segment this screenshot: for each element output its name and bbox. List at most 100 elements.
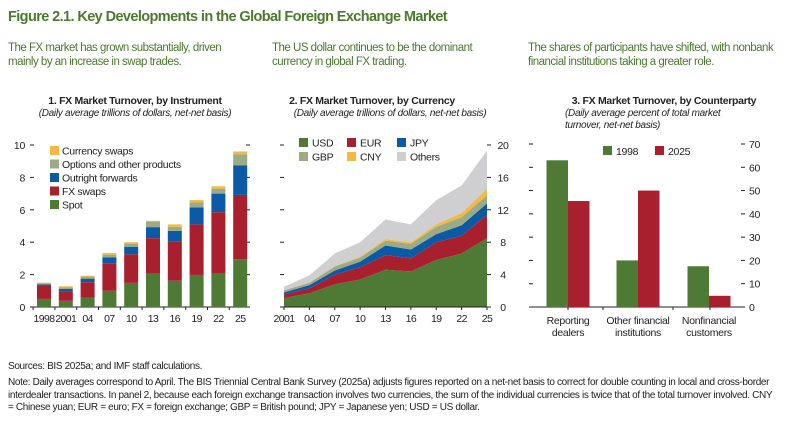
panel1-legend-swatch <box>50 146 59 155</box>
panel2-ytick-label: 16 <box>497 172 509 184</box>
panel1-ytick-label: 6 <box>19 205 25 217</box>
panel1-ytick-label: 10 <box>14 140 26 152</box>
panel1-bar-fx-swaps <box>189 224 204 275</box>
panel1-bar-outright-forwards <box>58 289 73 292</box>
panel2-xtick-label: 04 <box>304 313 315 325</box>
panel1-bar-fx-swaps <box>233 194 248 260</box>
note: Note: Daily averages correspond to April… <box>8 377 772 413</box>
panel1-bar-spot <box>233 259 248 307</box>
figure-title: Figure 2.1. Key Developments in the Glob… <box>8 9 448 25</box>
panel2-legend-label: Others <box>410 152 440 164</box>
panel3-category-label-line1: Reporting <box>547 315 590 327</box>
panel1-bar-fx-swaps <box>80 282 95 298</box>
panel2-ytick-label: 0 <box>500 302 506 314</box>
panel1-bar-spot <box>102 290 117 307</box>
panel1-xtick-label: 10 <box>126 313 137 325</box>
panel1-legend-label: Outright forwards <box>62 173 137 185</box>
panel1-legend-label: Options and other products <box>62 159 181 171</box>
panel1-legend-label: Spot <box>62 200 83 212</box>
panel3-bar-1998 <box>616 260 638 307</box>
panel3-ytick-label: 10 <box>749 279 761 291</box>
panel3-description: The shares of participants have shifted,… <box>528 42 774 68</box>
panel1-legend-swatch <box>50 200 59 209</box>
panel1-bar-options-and-other-products <box>211 188 226 194</box>
panel1-bar-spot <box>146 273 160 307</box>
panel1-bar-outright-forwards <box>146 227 160 239</box>
panel2-xtick-label: 10 <box>355 313 366 325</box>
panel3-legend-swatch <box>655 146 664 155</box>
panel2-legend-label: JPY <box>410 138 429 150</box>
panel1-bar-options-and-other-products <box>189 202 204 208</box>
panel3-bar-2025 <box>709 295 731 307</box>
panel3-bar-1998 <box>546 160 568 307</box>
panel1-bar-currency-swaps <box>58 286 73 288</box>
panel3-legend-label: 1998 <box>616 146 639 158</box>
panel1-xtick-label: 16 <box>170 313 181 325</box>
panel2-xtick-label: 2001 <box>274 313 296 325</box>
panel3-subtitle-line2: turnover, net-net basis) <box>565 120 660 131</box>
panel2-legend-swatch <box>397 152 406 161</box>
panel3-legend-swatch <box>603 146 612 155</box>
panel1-bar-spot <box>80 297 95 307</box>
panel1-bar-options-and-other-products <box>37 283 51 285</box>
panel2-legend-label: USD <box>312 138 334 150</box>
panel2-area-usd <box>284 238 487 307</box>
panel2-xtick-label: 19 <box>431 313 442 325</box>
panel3-category-label-line1: Nonfinancial <box>682 315 736 327</box>
panel2-ytick-label: 8 <box>500 237 506 249</box>
panel2-ytick-label: 20 <box>497 140 509 152</box>
panel2-legend-label: CNY <box>360 152 382 164</box>
panel1-bar-outright-forwards <box>211 193 226 213</box>
panel1-legend-label: FX swaps <box>62 186 106 198</box>
panel2-legend-swatch <box>347 138 356 147</box>
panel2-legend-label: EUR <box>360 138 382 150</box>
panel1-bar-options-and-other-products <box>233 154 248 166</box>
panel1-bar-fx-swaps <box>102 263 117 291</box>
panel1-xtick-label: 1998 <box>34 313 56 325</box>
panel3-ytick-label: 50 <box>749 186 761 198</box>
panel1-bar-options-and-other-products <box>146 221 160 228</box>
panel1-xtick-label: 22 <box>213 313 224 325</box>
panel1-ytick-label: 2 <box>19 270 25 282</box>
panel1-bar-spot <box>189 274 204 307</box>
panel1-legend-swatch <box>50 173 59 182</box>
panel2-legend-swatch <box>347 152 356 161</box>
panel1-bar-outright-forwards <box>167 230 182 242</box>
panel1-bar-fx-swaps <box>211 212 226 273</box>
charts-canvas: 1. FX Market Turnover, by Instrument(Dai… <box>14 95 761 339</box>
panel1-bar-currency-swaps <box>189 200 204 203</box>
panel1-description: The FX market has grown substantially, d… <box>8 42 222 68</box>
panel3-ytick-label: 40 <box>749 209 761 221</box>
panel1-bar-fx-swaps <box>58 291 73 301</box>
panel2-xtick-label: 25 <box>482 313 493 325</box>
panel1-bar-outright-forwards <box>233 165 248 195</box>
panel1-bar-fx-swaps <box>124 254 139 283</box>
panel3-bar-1998 <box>687 266 709 307</box>
panel1-bar-fx-swaps <box>167 241 182 281</box>
panel1-bar-spot <box>167 280 182 307</box>
panel2-area-cny <box>284 188 487 291</box>
panel3-category-label-line1: Other financial <box>606 315 669 327</box>
panel1-bar-currency-swaps <box>146 220 160 222</box>
panel1-legend-swatch <box>50 186 59 196</box>
panel2-title: 2. FX Market Turnover, by Currency <box>289 95 455 107</box>
panel1-bar-currency-swaps <box>102 253 117 255</box>
panel2-area-gbp <box>284 195 487 293</box>
panel1-bar-options-and-other-products <box>58 287 73 290</box>
panel1-bar-fx-swaps <box>37 285 51 299</box>
panel2-xtick-label: 07 <box>330 313 341 325</box>
panel3-legend-label: 2025 <box>668 146 691 158</box>
panel1-bar-spot <box>124 282 139 307</box>
panel2-xtick-label: 13 <box>380 313 391 325</box>
panel1-xtick-label: 13 <box>148 313 159 325</box>
panel3-ytick-label: 60 <box>749 162 761 174</box>
panel1-bar-outright-forwards <box>37 284 51 286</box>
panel1-legend-label: Currency swaps <box>62 146 133 158</box>
panel1-bar-currency-swaps <box>211 186 226 189</box>
panel2-legend-swatch <box>299 138 308 147</box>
panel2-xtick-label: 22 <box>456 313 467 325</box>
panel2-legend-swatch <box>397 138 406 147</box>
panel1-ytick-label: 4 <box>19 237 25 249</box>
panel2-area-jpy <box>284 203 487 295</box>
